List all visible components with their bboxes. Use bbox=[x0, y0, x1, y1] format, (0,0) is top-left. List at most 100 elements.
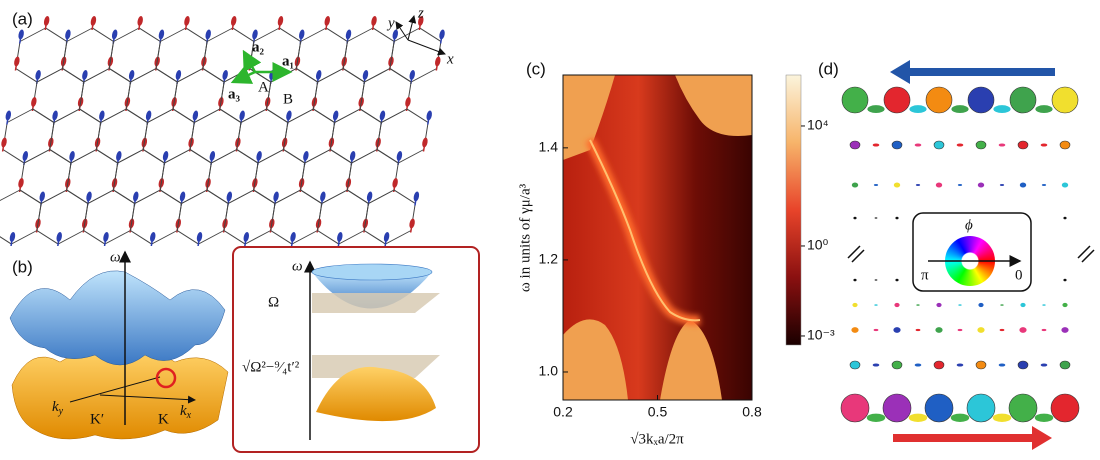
propagation-arrow-head bbox=[890, 60, 910, 84]
spin-head bbox=[277, 16, 284, 26]
symbol: k bbox=[180, 403, 187, 419]
spin-small bbox=[915, 328, 921, 332]
lower-cone bbox=[316, 366, 436, 422]
spin-small bbox=[1035, 105, 1053, 114]
spin-head bbox=[252, 29, 258, 40]
axis-arrow bbox=[407, 39, 446, 56]
axis-label: kx bbox=[180, 403, 192, 421]
panel-label: (a) bbox=[12, 9, 33, 28]
band-surfaces: ω ky kx K′ K bbox=[9, 249, 229, 440]
spin-head bbox=[111, 29, 118, 40]
spin-big bbox=[1008, 393, 1038, 423]
spin-head bbox=[405, 97, 411, 107]
spin-big bbox=[924, 393, 954, 423]
spin-small bbox=[1000, 304, 1004, 306]
edge-mode bbox=[589, 139, 701, 322]
spin-head bbox=[133, 191, 139, 202]
spin-big bbox=[1059, 360, 1071, 370]
phase-legend: ϕ π 0 bbox=[912, 212, 1032, 292]
phase-label: π bbox=[921, 267, 929, 283]
phase-label: 0 bbox=[1015, 267, 1023, 283]
spin-head bbox=[52, 110, 58, 121]
spin-head bbox=[222, 70, 228, 80]
spin-head bbox=[128, 70, 135, 80]
spin-big bbox=[936, 302, 942, 308]
propagation-arrow-head bbox=[1032, 426, 1052, 450]
spin-small bbox=[909, 105, 927, 114]
axis-label: y bbox=[386, 15, 395, 31]
spin-head bbox=[332, 110, 339, 121]
spin-small bbox=[956, 143, 964, 147]
spin-small bbox=[914, 143, 922, 147]
spin-big bbox=[894, 302, 900, 308]
spin-small bbox=[957, 184, 963, 186]
spin-head bbox=[286, 110, 292, 121]
vector-label: a₃ bbox=[228, 86, 241, 102]
spin-head bbox=[392, 178, 398, 188]
valley-label: K bbox=[158, 411, 169, 427]
lattice-vectors: a₂ a₁ a₃ A B bbox=[228, 39, 294, 107]
heatmap-axes: √3kₓa/2π ω in units of γμ/a³ 0.2 0.5 0.8 1.… bbox=[517, 74, 835, 447]
spin-head bbox=[337, 232, 343, 242]
spin-head bbox=[39, 191, 45, 202]
spin-small bbox=[1040, 143, 1048, 147]
spin-head bbox=[35, 70, 41, 80]
vector-label: a₁ bbox=[282, 53, 294, 69]
spin-small bbox=[956, 363, 964, 367]
axis-label: ω bbox=[292, 258, 303, 274]
spin-head bbox=[349, 151, 356, 161]
spin-big bbox=[975, 360, 987, 370]
spin-head bbox=[69, 151, 75, 161]
spin-small bbox=[1034, 413, 1054, 423]
y-axis-label: ω in units of γμ/a³ bbox=[517, 183, 533, 292]
spin-big bbox=[891, 360, 903, 370]
spin-head bbox=[426, 110, 432, 121]
spin-head bbox=[371, 16, 377, 26]
vector-label: a₂ bbox=[252, 39, 265, 55]
spin-head bbox=[383, 232, 390, 242]
honeycomb-lattice bbox=[0, 16, 445, 246]
x-tick-label: 0.5 bbox=[648, 404, 668, 420]
site-label: B bbox=[283, 91, 293, 107]
spin-big bbox=[1019, 182, 1027, 188]
symbol: k bbox=[52, 399, 59, 415]
spin-big bbox=[841, 86, 869, 114]
panel-label: (b) bbox=[12, 257, 33, 276]
axis-label: z bbox=[417, 5, 424, 21]
colorbar-tick-label: 10⁰ bbox=[807, 237, 829, 253]
spin-big bbox=[852, 302, 858, 308]
band-continuum bbox=[563, 319, 628, 400]
spin-head bbox=[273, 191, 279, 202]
spin-small bbox=[874, 304, 878, 306]
spin-head bbox=[324, 16, 330, 26]
band-continuum bbox=[563, 75, 615, 160]
spin-big bbox=[1063, 278, 1067, 282]
y-tick-label: 1.0 bbox=[539, 363, 559, 379]
spin-head bbox=[345, 29, 352, 40]
y-tick-label: 1.2 bbox=[539, 251, 559, 267]
spin-head bbox=[31, 97, 37, 107]
spin-big bbox=[1017, 140, 1029, 150]
axis-label: ky bbox=[52, 399, 64, 417]
spin-big bbox=[891, 140, 903, 150]
spin-small bbox=[998, 363, 1006, 367]
spin-small bbox=[916, 304, 920, 306]
spin-big bbox=[849, 360, 861, 370]
spin-head bbox=[205, 29, 211, 40]
spin-head bbox=[9, 232, 16, 242]
break-marker bbox=[847, 245, 1095, 263]
spin-small bbox=[873, 328, 879, 332]
spin-big bbox=[853, 278, 857, 282]
spin-head bbox=[184, 16, 190, 26]
axis-label: ω bbox=[110, 249, 121, 265]
spin-small bbox=[872, 143, 880, 147]
plane-label: Ω bbox=[268, 294, 279, 310]
spin-big bbox=[1017, 360, 1029, 370]
plane-label: √Ω²−⁹⁄₄t′² bbox=[242, 359, 300, 375]
spin-big bbox=[933, 140, 945, 150]
spin-head bbox=[392, 29, 398, 40]
spin-small bbox=[957, 328, 963, 332]
axis-arrow bbox=[407, 15, 417, 41]
spin-big bbox=[851, 182, 859, 188]
spin-big bbox=[935, 182, 943, 188]
